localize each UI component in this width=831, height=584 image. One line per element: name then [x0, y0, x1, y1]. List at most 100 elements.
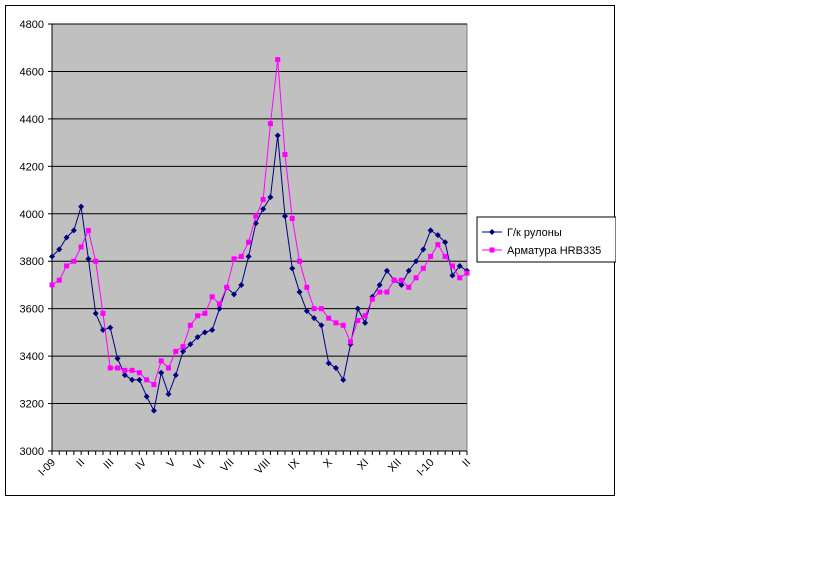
- data-point: [332, 364, 339, 371]
- legend: Г/к рулоны Арматура HRB335: [476, 216, 616, 263]
- y-tick-label: 4600: [20, 66, 44, 78]
- data-point: [231, 256, 237, 262]
- data-point: [151, 382, 157, 388]
- data-point: [209, 294, 215, 300]
- data-point: [231, 291, 238, 298]
- data-point: [333, 320, 339, 326]
- data-point: [78, 203, 85, 210]
- data-point: [428, 253, 434, 259]
- data-point: [165, 365, 171, 371]
- y-tick-label: 3800: [20, 256, 44, 268]
- data-point: [383, 267, 390, 274]
- data-point: [49, 253, 55, 260]
- data-point: [71, 258, 77, 264]
- data-point: [129, 367, 135, 373]
- data-point: [464, 270, 470, 276]
- data-point: [150, 407, 157, 414]
- x-tick-label: I-09: [36, 457, 58, 479]
- data-point: [216, 301, 222, 307]
- data-point: [369, 296, 375, 302]
- legend-label-series-2: Арматура HRB335: [507, 245, 601, 257]
- data-point: [121, 372, 128, 379]
- data-point: [107, 365, 113, 371]
- x-tick-label: VII: [219, 457, 237, 475]
- data-point: [275, 57, 281, 63]
- data-point: [289, 265, 296, 272]
- data-point: [413, 275, 419, 281]
- data-point: [449, 263, 455, 269]
- data-point: [405, 267, 412, 274]
- legend-marker-square-icon: [489, 247, 495, 253]
- data-point: [340, 376, 347, 383]
- series-2: [49, 57, 470, 388]
- data-point: [49, 282, 55, 288]
- data-point: [318, 322, 325, 329]
- data-point: [355, 318, 361, 324]
- x-tick-label: XII: [386, 457, 404, 475]
- data-point: [318, 306, 324, 312]
- data-point: [64, 263, 70, 269]
- data-point: [420, 246, 427, 253]
- data-point: [85, 227, 91, 233]
- data-point: [70, 227, 77, 234]
- data-point: [456, 262, 463, 269]
- data-point: [398, 277, 404, 283]
- data-point: [216, 305, 223, 312]
- data-point: [311, 315, 318, 322]
- data-point: [136, 376, 143, 383]
- data-point: [406, 284, 412, 290]
- data-point: [376, 281, 383, 288]
- data-point: [93, 258, 99, 264]
- data-point: [180, 348, 187, 355]
- y-tick-label: 4800: [20, 19, 44, 31]
- data-point: [260, 197, 266, 203]
- data-point: [296, 289, 303, 296]
- data-point: [267, 194, 274, 201]
- series-1-line: [51, 135, 468, 413]
- x-tick-label: V: [165, 456, 179, 470]
- x-tick-labels: I-09 II III IV V VI VII VIII IX X XI XII I-10 II: [36, 456, 473, 478]
- axes: [51, 24, 468, 455]
- data-point: [281, 213, 288, 220]
- x-tick-label: III: [101, 457, 116, 472]
- gridlines: [48, 23, 467, 452]
- data-point: [195, 313, 201, 319]
- data-point: [56, 246, 63, 253]
- x-tick-label: IV: [133, 456, 149, 472]
- data-point: [253, 213, 259, 219]
- data-point: [413, 258, 420, 265]
- data-point: [303, 308, 310, 315]
- data-point: [289, 216, 295, 222]
- data-point: [354, 305, 361, 312]
- line-chart: 3000 3200 3400 3600 3800 4000 4200 4400 4600 4800…: [20, 19, 616, 479]
- y-tick-label: 4000: [20, 209, 44, 221]
- data-point: [304, 284, 310, 290]
- data-point: [180, 344, 186, 350]
- legend-item-2: Арматура HRB335: [482, 245, 601, 257]
- data-point: [442, 253, 448, 259]
- data-point: [435, 242, 441, 248]
- data-point: [238, 253, 244, 259]
- data-point: [78, 244, 84, 250]
- data-point: [325, 360, 332, 367]
- x-tick-label: IX: [286, 456, 302, 472]
- data-point: [129, 376, 136, 383]
- data-point: [311, 306, 317, 312]
- x-tick-label: I-10: [415, 457, 437, 479]
- data-point: [165, 391, 172, 398]
- chart-frame: 3000 3200 3400 3600 3800 4000 4200 4400 4600 4800…: [5, 5, 616, 496]
- y-tick-label: 3200: [20, 399, 44, 411]
- data-point: [348, 339, 354, 345]
- data-point: [260, 206, 267, 213]
- data-point: [85, 255, 92, 262]
- data-point: [427, 227, 434, 234]
- data-point: [238, 281, 245, 288]
- data-point: [136, 370, 142, 376]
- data-point: [267, 121, 273, 127]
- data-point: [362, 313, 368, 319]
- legend-label-series-1: Г/к рулоны: [507, 227, 562, 239]
- x-tick-label: VI: [192, 457, 208, 473]
- x-tick-label: XI: [355, 457, 371, 473]
- legend-item-1: Г/к рулоны: [482, 227, 562, 239]
- data-point: [143, 393, 150, 400]
